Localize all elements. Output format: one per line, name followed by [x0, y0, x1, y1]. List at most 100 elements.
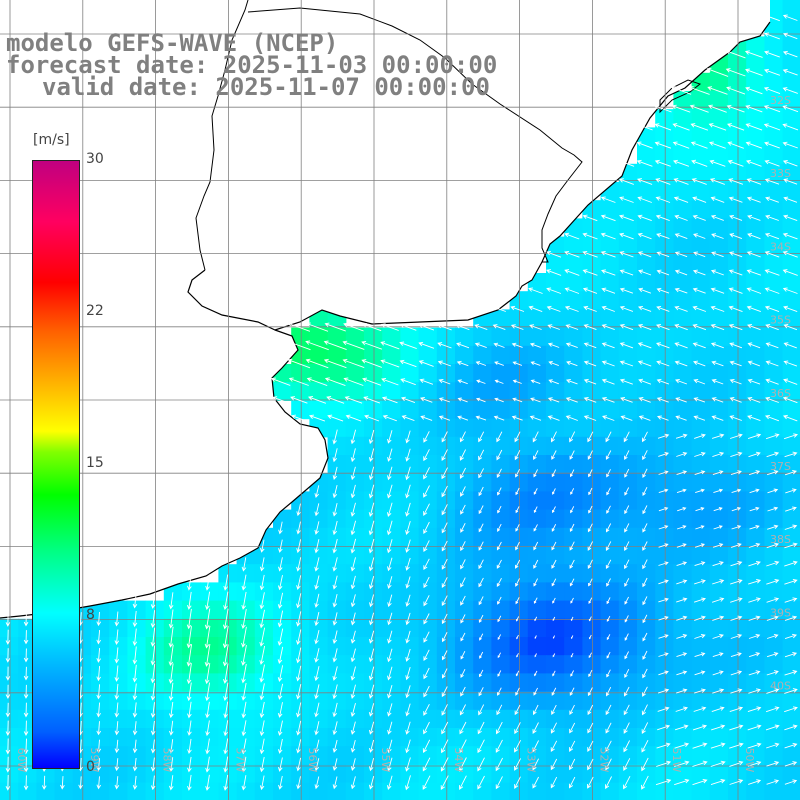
wind-cell [546, 436, 565, 456]
wind-cell [764, 491, 784, 511]
wind-arrow [605, 450, 612, 460]
wind-cell [673, 364, 693, 383]
wind-arrow [642, 686, 648, 697]
wind-cell [436, 455, 456, 474]
wind-cell [691, 145, 711, 165]
wind-arrow [405, 703, 411, 717]
wind-arrow [401, 415, 415, 422]
wind-cell [637, 673, 656, 693]
wind-arrow [624, 668, 630, 679]
wind-arrow [692, 214, 706, 221]
wind-cell [673, 764, 693, 784]
wind-cell [309, 655, 329, 674]
wind-cell [728, 309, 747, 329]
wind-arrow [423, 467, 430, 480]
wind-arrow [460, 632, 466, 642]
wind-arrow [332, 702, 338, 718]
wind-arrow [150, 720, 156, 736]
wind-cell [145, 746, 165, 765]
wind-arrow [186, 591, 192, 610]
wind-arrow [569, 578, 575, 587]
wind-cell [618, 400, 638, 420]
wind-cell [327, 600, 347, 620]
wind-arrow [783, 433, 799, 440]
wind-arrow [496, 468, 502, 479]
lon-label: 57W [233, 748, 246, 773]
wind-arrow [712, 633, 724, 639]
wind-arrow [96, 739, 102, 754]
wind-cell [582, 491, 602, 511]
wind-cell [691, 309, 711, 329]
wind-arrow [516, 653, 519, 658]
wind-arrow [783, 342, 797, 349]
wind-arrow [241, 756, 247, 773]
wind-arrow [441, 504, 448, 516]
wind-cell [673, 273, 693, 292]
wind-cell [491, 709, 511, 729]
wind-arrow [405, 721, 411, 735]
wind-arrow [730, 633, 743, 639]
wind-arrow [636, 123, 653, 131]
wind-cell [491, 582, 511, 602]
wind-arrow [441, 668, 448, 679]
wind-cell [546, 728, 565, 747]
wind-cell [273, 655, 292, 674]
wind-arrow [767, 524, 779, 530]
wind-cell [109, 709, 128, 729]
wind-cell [127, 655, 147, 674]
wind-arrow [332, 776, 338, 790]
wind-arrow [314, 666, 320, 682]
wind-cell [764, 145, 784, 165]
wind-cell [728, 182, 747, 201]
wind-arrow [658, 525, 669, 530]
wind-cell [163, 782, 183, 800]
wind-arrow [419, 378, 434, 385]
wind-cell [509, 527, 529, 547]
wind-cell [637, 637, 656, 656]
wind-arrow [364, 414, 380, 422]
wind-cell [746, 418, 765, 438]
wind-cell [364, 655, 383, 674]
wind-cell [655, 127, 674, 147]
wind-arrow [675, 433, 688, 439]
wind-arrow [642, 614, 648, 624]
wind-arrow [441, 686, 448, 698]
wind-cell [746, 109, 765, 128]
wind-arrow [296, 593, 302, 609]
wind-arrow [241, 663, 247, 684]
wind-arrow [605, 559, 612, 570]
wind-arrow [296, 757, 302, 772]
wind-cell [673, 473, 693, 492]
wind-cell [236, 764, 256, 784]
uruguay-land [188, 0, 770, 330]
wind-arrow [570, 597, 574, 604]
wind-arrow [676, 543, 687, 548]
wind-arrow [638, 305, 652, 312]
wind-cell [509, 491, 529, 511]
wind-arrow [623, 758, 631, 771]
wind-cell [709, 218, 729, 238]
wind-arrow [637, 178, 653, 185]
wind-arrow [784, 724, 798, 731]
wind-arrow [676, 615, 688, 621]
wind-arrow [570, 616, 574, 622]
wind-arrow [368, 775, 375, 790]
wind-arrow [368, 502, 375, 518]
wind-arrow [241, 626, 247, 648]
wind-cell [691, 728, 711, 747]
wind-cell [400, 327, 420, 347]
wind-arrow [746, 251, 761, 258]
wind-arrow [437, 360, 452, 367]
wind-cell [746, 309, 765, 329]
wind-arrow [658, 488, 669, 494]
wind-cell [218, 728, 238, 747]
wind-arrow [642, 468, 648, 479]
wind-arrow [114, 739, 120, 754]
wind-cell [309, 364, 329, 383]
wind-arrow [747, 233, 761, 240]
wind-cell [182, 709, 201, 729]
wind-cell [746, 764, 765, 784]
wind-cell [364, 345, 383, 365]
wind-cell [728, 291, 747, 310]
wind-arrow [241, 645, 247, 666]
